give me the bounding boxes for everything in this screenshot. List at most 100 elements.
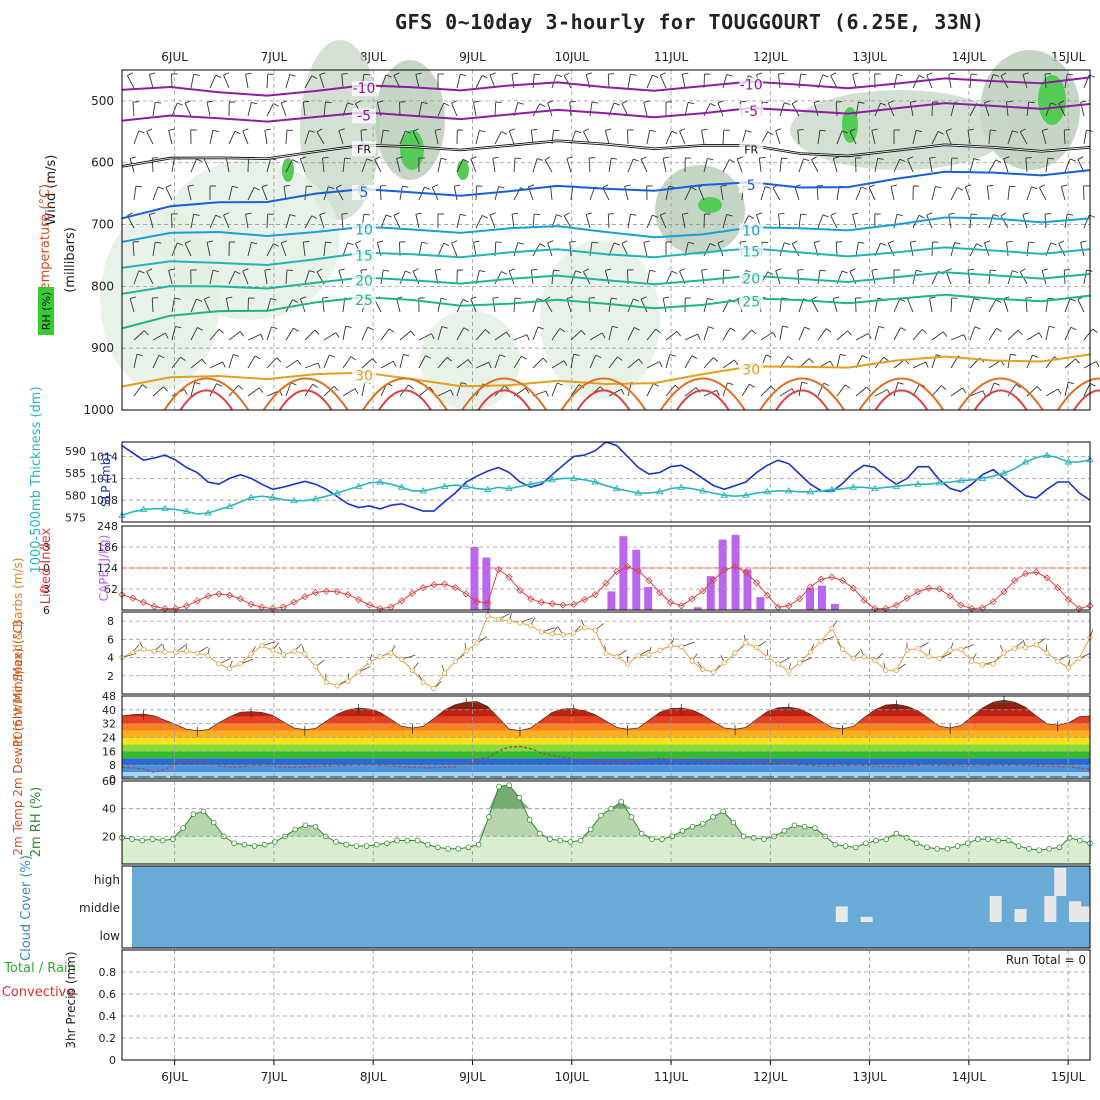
wind-barb [1045,158,1049,173]
wind-speed-point [474,640,480,646]
date-label-bottom: 10JUL [555,1070,590,1084]
date-label-top: 6JUL [161,50,188,64]
wind-barb [367,326,374,331]
wind-barb [926,72,933,76]
cloud-clear-patch [835,906,848,922]
wind-barb [479,129,486,133]
wind-barb [393,215,401,229]
wind-barb [772,187,781,201]
wind-barb [498,186,505,189]
wind-barb [338,128,345,132]
wind-speed-point [678,644,684,650]
wind-barb [967,270,971,285]
lifted-index-point [182,602,191,610]
temperature-contour-label: FR [744,143,758,156]
wind-barb [888,100,894,104]
wind-speed-point [775,661,781,667]
wind-speed-point [409,667,415,673]
wind-barb [190,382,196,397]
wind-barb [1083,130,1087,145]
lifted-index-point [935,585,943,593]
lifted-index-point [591,591,599,599]
wind-barb [399,330,412,341]
wind-barb [152,186,159,201]
rh-point [516,794,523,801]
wind-barb [662,156,670,159]
wind-barb [640,156,647,160]
lifted-index-point [1021,570,1030,578]
wind-barb [377,240,384,243]
temperature-contour-label: -5 [357,108,371,124]
wind-barb [601,332,606,339]
lifted-index-point [548,600,556,608]
wind-barb [926,212,933,216]
wind-barb [832,298,838,313]
rh-point [832,841,839,848]
wind-barb [877,157,884,160]
rh-shading-area [655,165,745,255]
wind-barb [910,100,917,103]
wind-barb [836,354,841,369]
wind-barb [304,186,307,201]
thickness-point [828,485,836,493]
wind-barb [1075,358,1080,364]
wind-speed-point [979,662,986,668]
wind-barb [722,129,725,145]
lifted-index-point [709,576,718,584]
thickness-point [1064,458,1073,465]
wind-barb [127,212,133,217]
rh-point [536,830,543,837]
wind-speed-point [1076,655,1082,662]
wind-barb [627,327,635,341]
wind-barb [967,130,971,145]
lifted-index-point [344,591,352,599]
wind-barb [403,353,410,357]
wind-barb [722,327,731,341]
rh-point [404,837,411,844]
slp-tick-label: 1008 [90,494,118,507]
wind-barb [412,128,419,132]
wind-barb [585,214,591,229]
wind-speed-point [667,643,674,649]
wind-barb [717,100,724,104]
wind-barb [1039,187,1047,201]
contour-label-bg [739,178,764,194]
wind-barb [929,296,936,299]
wind-barb [1000,72,1007,77]
wind-barb [415,212,422,215]
wind-barb [703,158,708,173]
wind-barb [1036,386,1042,392]
thickness-point [462,482,470,489]
wind-barb [798,326,805,341]
wind-barb [1069,298,1076,302]
wind-barb [264,130,268,145]
wind-barb [226,296,233,299]
temperature-contour-label: 15 [742,244,760,260]
cape-tick-label: 248 [97,520,118,533]
lifted-index-point [462,590,470,598]
wind-barb [963,334,967,341]
rh-point [496,783,502,790]
rh-point [210,819,217,826]
wind-barb [988,328,998,341]
wind-speed-point [323,679,329,685]
wind-barb [556,214,563,217]
rh-point [1036,847,1042,853]
wind-barb [557,382,563,386]
temp-tick-label: 48 [102,690,116,703]
wind-barb [918,214,925,219]
wind-barb [292,159,299,163]
wind-barb [270,298,277,301]
precip-panel-frame [121,949,1091,1061]
surface-heat-contour [858,377,945,411]
rh-tick-label: 60 [102,775,116,788]
rh-point [924,844,930,851]
rh-point [781,827,788,834]
wind-barb [513,334,528,341]
rh-point [1015,843,1022,849]
wind-barb [347,242,354,246]
wind-barb [133,330,145,341]
wind-barb [589,242,593,257]
wind-barb [190,298,197,313]
